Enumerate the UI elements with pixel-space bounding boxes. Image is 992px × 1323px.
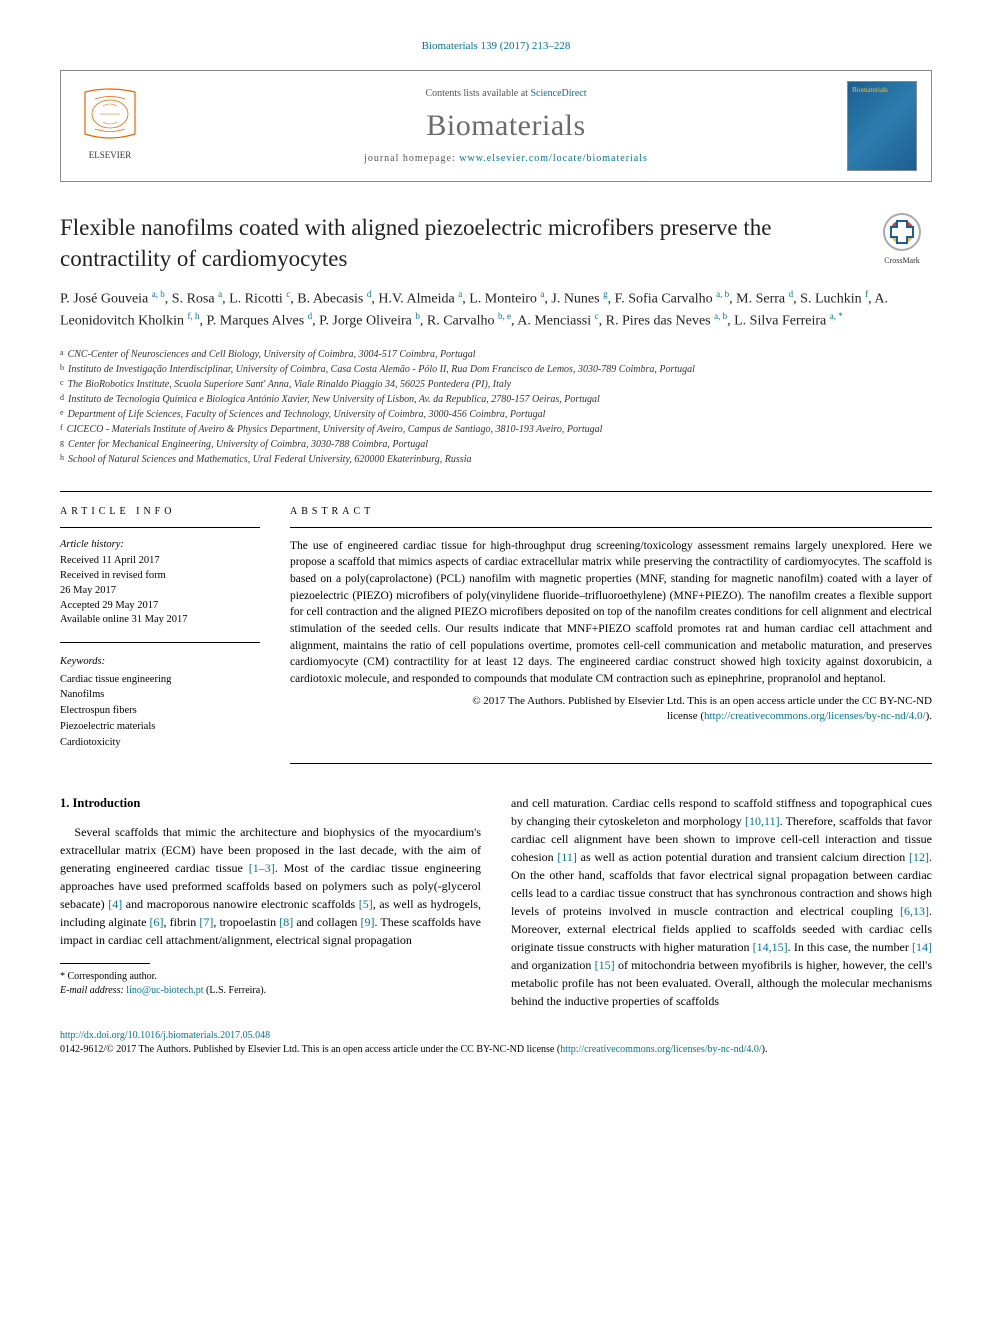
affiliation-line: aCNC-Center of Neurosciences and Cell Bi…: [60, 347, 932, 362]
journal-cover-thumbnail: [847, 81, 917, 171]
keyword: Cardiotoxicity: [60, 735, 260, 751]
history-line: Available online 31 May 2017: [60, 613, 260, 628]
column-left: 1. Introduction Several scaffolds that m…: [60, 794, 481, 1010]
history-line: Received in revised form: [60, 569, 260, 584]
section-1-heading: 1. Introduction: [60, 794, 481, 813]
article-info: ARTICLE INFO Article history: Received 1…: [60, 506, 260, 765]
history-line: Received 11 April 2017: [60, 554, 260, 569]
journal-homepage: journal homepage: www.elsevier.com/locat…: [165, 153, 847, 164]
abstract: ABSTRACT The use of engineered cardiac t…: [290, 506, 932, 765]
affiliation-line: eDepartment of Life Sciences, Faculty of…: [60, 407, 932, 422]
journal-name: Biomaterials: [165, 109, 847, 143]
svg-text:ELSEVIER: ELSEVIER: [89, 150, 132, 160]
keyword: Piezoelectric materials: [60, 719, 260, 735]
affiliation-line: fCICECO - Materials Institute of Aveiro …: [60, 422, 932, 437]
column-right: and cell maturation. Cardiac cells respo…: [511, 794, 932, 1010]
page-footer: http://dx.doi.org/10.1016/j.biomaterials…: [60, 1030, 932, 1055]
abstract-heading: ABSTRACT: [290, 506, 932, 528]
homepage-link[interactable]: www.elsevier.com/locate/biomaterials: [459, 153, 648, 164]
abstract-text: The use of engineered cardiac tissue for…: [290, 538, 932, 688]
elsevier-logo: ELSEVIER: [75, 84, 145, 168]
keyword: Electrospun fibers: [60, 703, 260, 719]
keywords-label: Keywords:: [60, 655, 260, 670]
affiliation-line: bInstituto de Investigação Interdiscipli…: [60, 362, 932, 377]
top-citation: Biomaterials 139 (2017) 213–228: [60, 40, 932, 52]
history-line: 26 May 2017: [60, 584, 260, 599]
contents-available: Contents lists available at ScienceDirec…: [165, 88, 847, 99]
cc-license-link[interactable]: http://creativecommons.org/licenses/by-n…: [704, 710, 926, 722]
keyword: Cardiac tissue engineering: [60, 672, 260, 688]
affiliations: aCNC-Center of Neurosciences and Cell Bi…: [60, 347, 932, 467]
footer-cc-link[interactable]: http://creativecommons.org/licenses/by-n…: [560, 1044, 761, 1055]
article-info-heading: ARTICLE INFO: [60, 506, 260, 528]
article-history-label: Article history:: [60, 538, 260, 553]
article-title: Flexible nanofilms coated with aligned p…: [60, 212, 852, 274]
sciencedirect-link[interactable]: ScienceDirect: [530, 88, 586, 99]
history-line: Accepted 29 May 2017: [60, 599, 260, 614]
affiliation-line: dInstituto de Tecnologia Química e Biolo…: [60, 392, 932, 407]
abstract-copyright: © 2017 The Authors. Published by Elsevie…: [290, 694, 932, 725]
crossmark-badge[interactable]: CrossMark: [872, 212, 932, 265]
journal-header: ELSEVIER Contents lists available at Sci…: [60, 70, 932, 182]
keyword: Nanofilms: [60, 687, 260, 703]
corresponding-author-footnote: * Corresponding author. E-mail address: …: [60, 970, 481, 998]
body-text: 1. Introduction Several scaffolds that m…: [60, 794, 932, 1010]
corresponding-email-link[interactable]: lino@uc-biotech.pt: [126, 985, 203, 996]
affiliation-line: cThe BioRobotics Institute, Scuola Super…: [60, 377, 932, 392]
author-list: P. José Gouveia a, b, S. Rosa a, L. Rico…: [60, 288, 932, 333]
affiliation-line: gCenter for Mechanical Engineering, Univ…: [60, 437, 932, 452]
affiliation-line: hSchool of Natural Sciences and Mathemat…: [60, 452, 932, 467]
doi-link[interactable]: http://dx.doi.org/10.1016/j.biomaterials…: [60, 1030, 270, 1041]
